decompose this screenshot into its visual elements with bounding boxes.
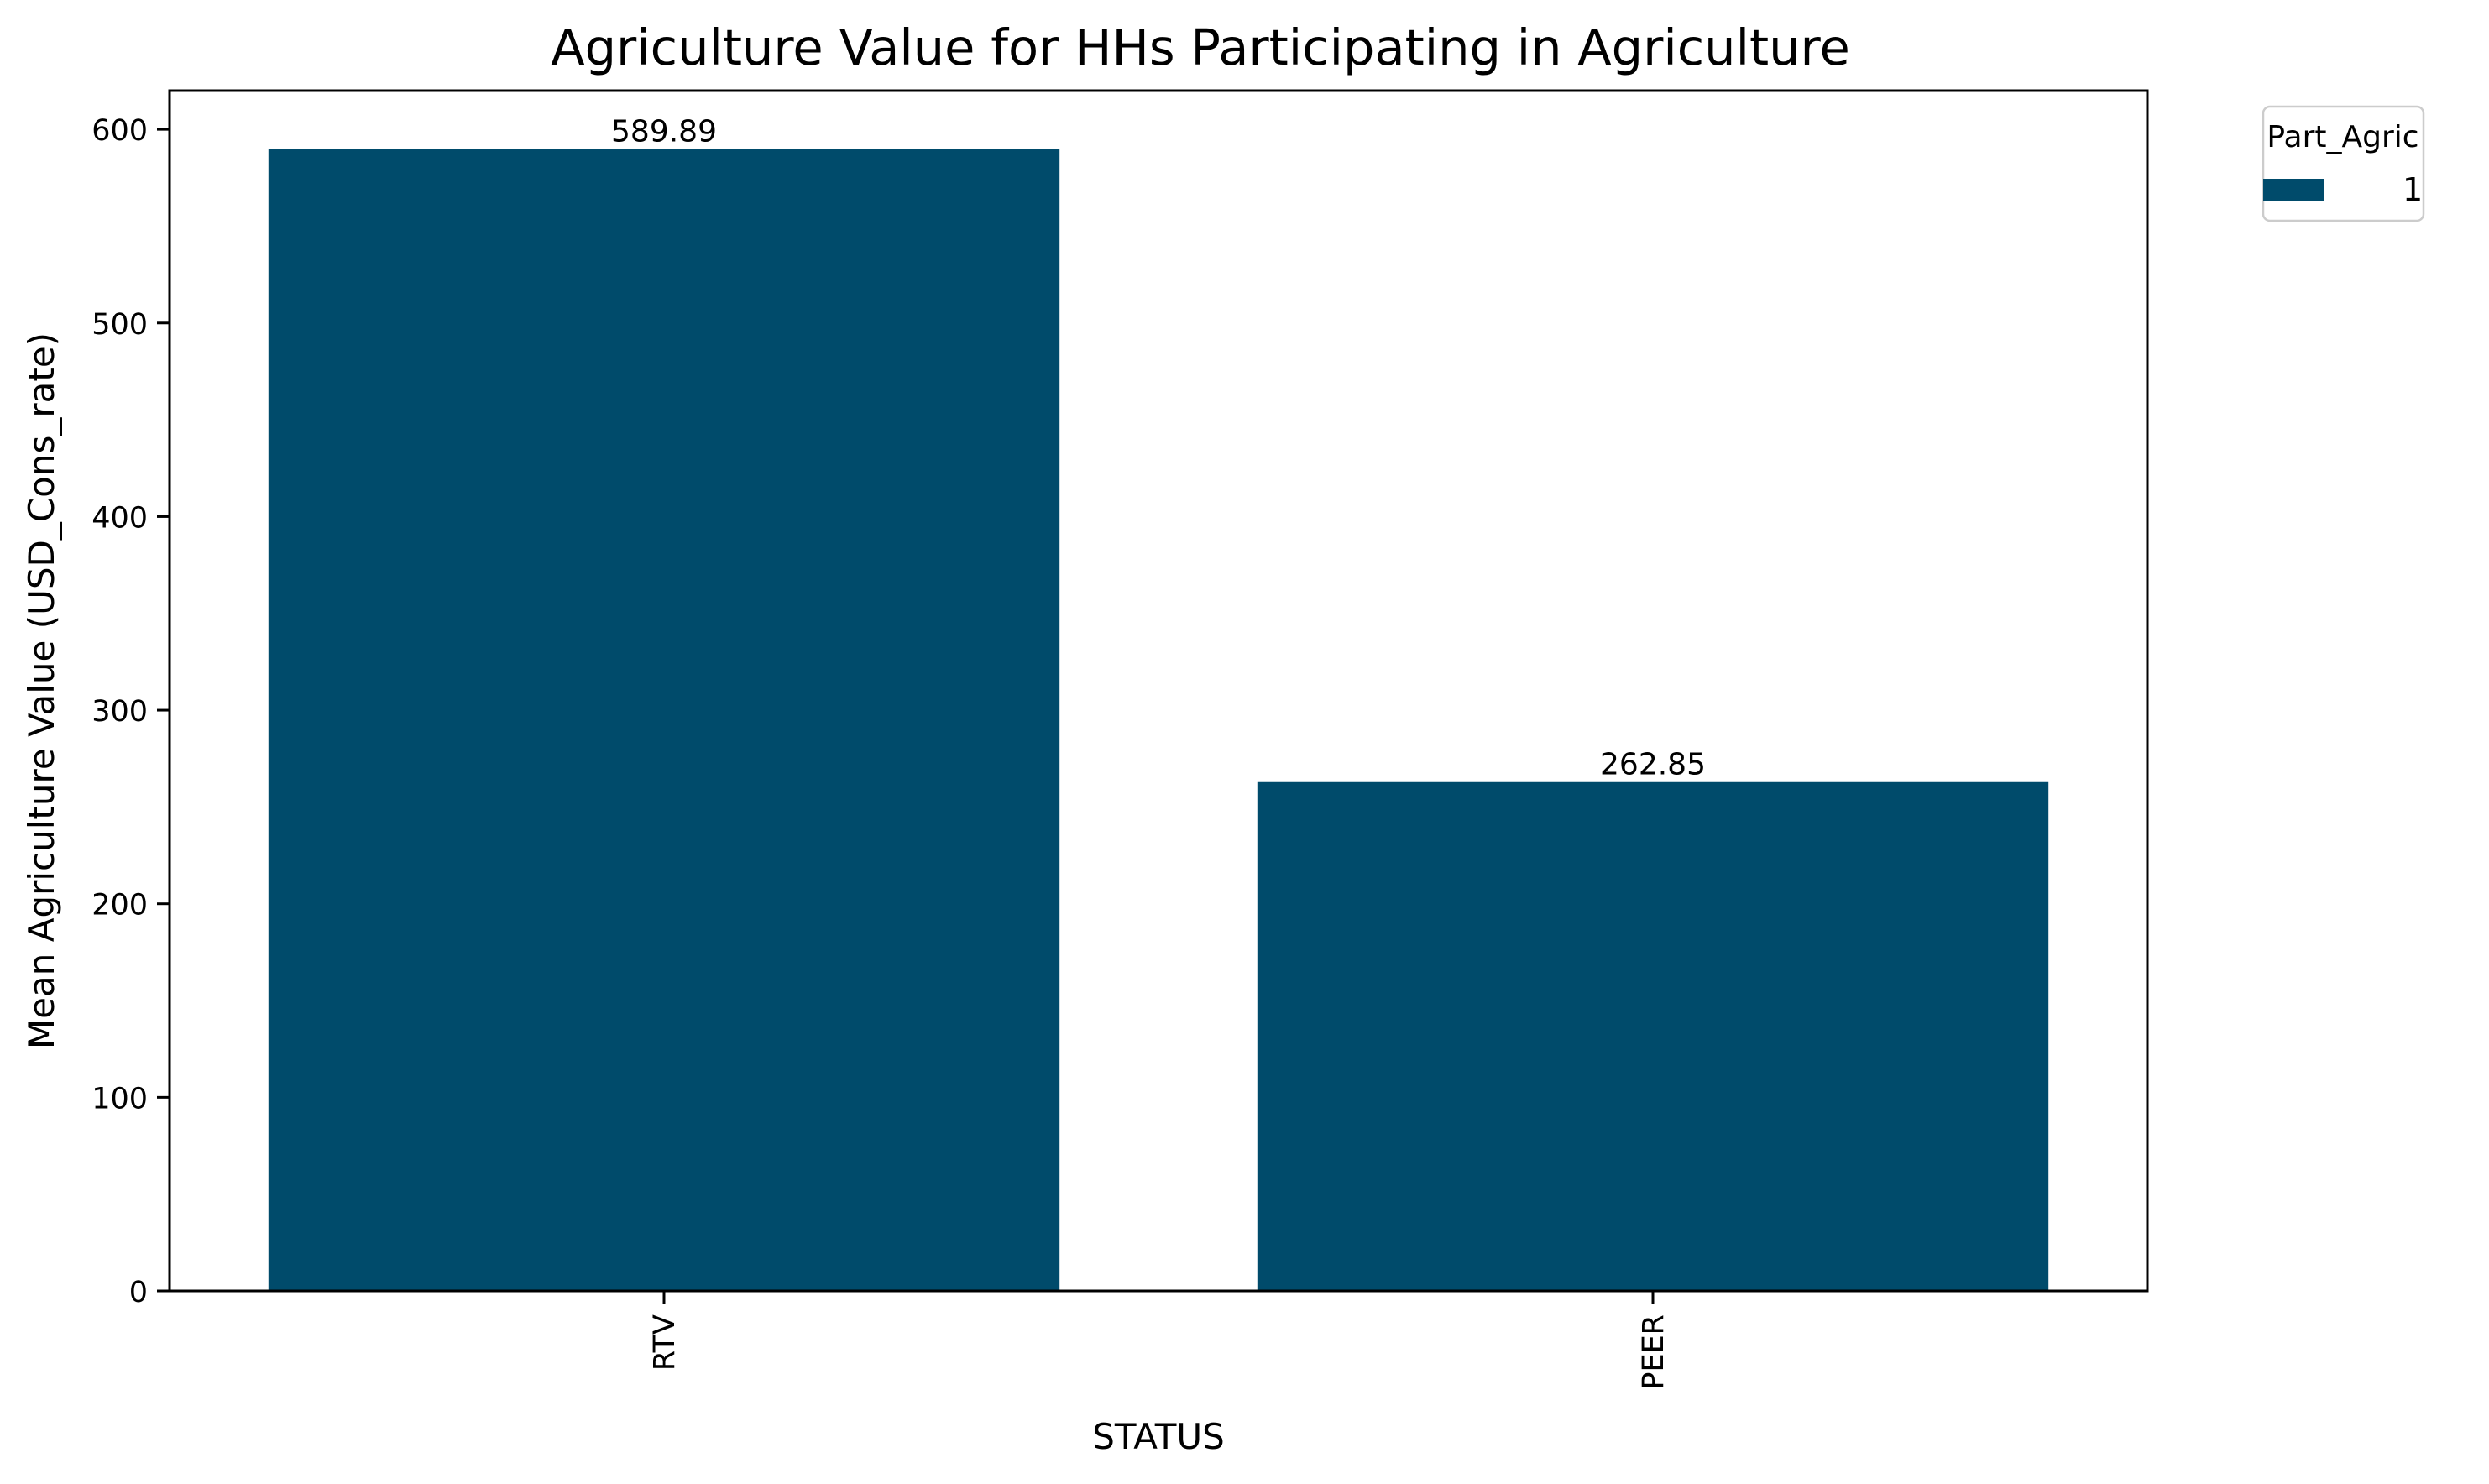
data-label-rtv: 589.89 — [611, 114, 717, 149]
y-tick-label: 300 — [92, 695, 148, 729]
bar-peer — [1257, 781, 2049, 1291]
chart-title: Agriculture Value for HHs Participating … — [551, 18, 1850, 76]
y-tick-label: 100 — [92, 1082, 148, 1116]
x-axis-ticks: RTV PEER — [648, 1291, 1671, 1390]
legend-swatch — [2263, 179, 2324, 201]
legend-title: Part_Agric — [2267, 120, 2418, 154]
y-tick-label: 400 — [92, 501, 148, 535]
bar-rtv — [268, 149, 1060, 1291]
y-tick-label: 0 — [129, 1276, 148, 1309]
x-tick-label-peer: PEER — [1637, 1314, 1671, 1390]
y-axis-ticks: 0 100 200 300 400 500 600 — [92, 114, 170, 1309]
y-tick-label: 600 — [92, 114, 148, 148]
data-label-peer: 262.85 — [1600, 748, 1706, 782]
x-axis-label: STATUS — [1092, 1416, 1225, 1457]
x-tick-label-rtv: RTV — [648, 1314, 682, 1371]
y-axis-label: Mean Agriculture Value (USD_Cons_rate) — [21, 332, 62, 1049]
legend-entry-label: 1 — [2403, 171, 2423, 208]
bars: 589.89 262.85 — [268, 114, 2049, 1291]
y-tick-label: 500 — [92, 308, 148, 342]
y-tick-label: 200 — [92, 889, 148, 922]
plot-area-frame — [168, 89, 2149, 1293]
legend: Part_Agric 1 — [2262, 105, 2425, 222]
